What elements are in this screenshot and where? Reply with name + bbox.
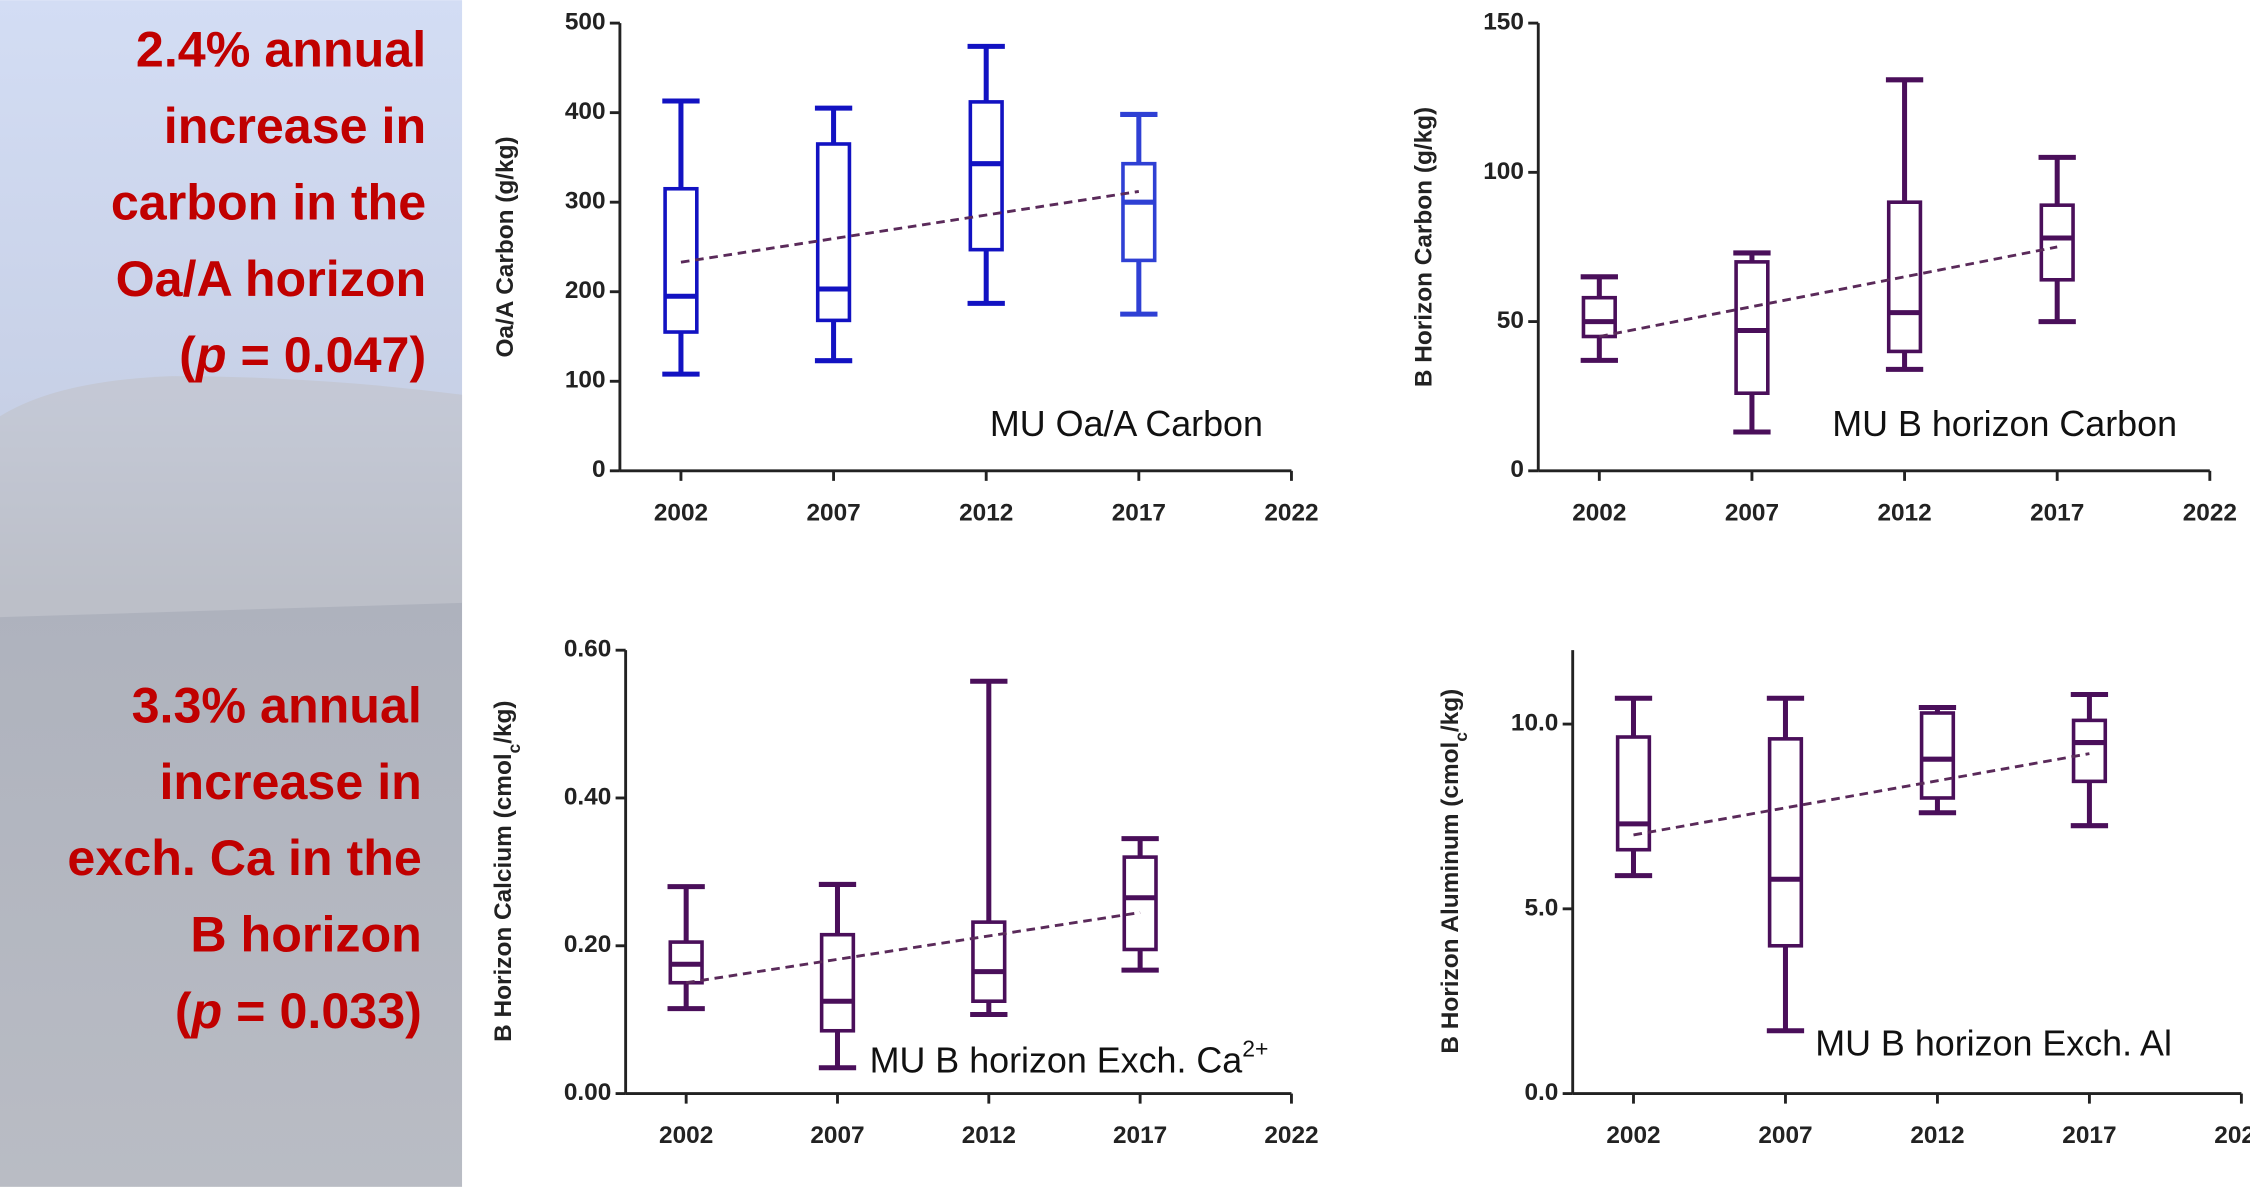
- y-tick-label: 50: [1497, 307, 1524, 334]
- note-line: B horizon: [190, 907, 422, 963]
- x-tick-label: 2012: [1877, 499, 1931, 526]
- y-label-part: /kg): [1438, 689, 1465, 732]
- y-tick-label: 400: [565, 98, 606, 125]
- chart-annotation: MU B horizon Exch. Ca2+: [870, 1036, 1269, 1081]
- note-line: 2.4% annual: [136, 22, 426, 78]
- y-tick-label: 0.0: [1524, 1079, 1558, 1106]
- stat-text: = 0.047): [227, 327, 427, 383]
- box: [1618, 737, 1650, 850]
- x-tick-label: 2012: [959, 499, 1013, 526]
- y-tick-label: 0: [1510, 456, 1524, 483]
- box: [970, 102, 1002, 250]
- background-shape: [0, 376, 462, 617]
- p-symbol: p: [194, 327, 227, 383]
- x-tick-label: 2017: [1113, 1122, 1167, 1149]
- y-tick-label: 5.0: [1524, 894, 1558, 921]
- p-symbol: p: [190, 983, 223, 1039]
- box: [1123, 164, 1155, 261]
- y-tick-label: 0.00: [564, 1079, 611, 1106]
- x-tick-label: 2007: [1725, 499, 1779, 526]
- y-tick-label: 500: [565, 9, 606, 36]
- x-tick-label: 2002: [1572, 499, 1626, 526]
- x-tick-label: 2017: [2062, 1122, 2116, 1149]
- box: [1736, 262, 1768, 393]
- chart-annotation: MU B horizon Exch. Al: [1815, 1024, 2172, 1064]
- box: [1583, 298, 1615, 337]
- stat-text: (: [175, 983, 192, 1039]
- y-tick-label: 300: [565, 188, 606, 215]
- x-tick-label: 2007: [810, 1122, 864, 1149]
- chart-annotation: MU Oa/A Carbon: [990, 404, 1263, 444]
- superscript: 2+: [1242, 1036, 1268, 1062]
- y-tick-label: 200: [565, 277, 606, 304]
- slide: 2.4% annual increase in carbon in the Oa/A …: [0, 0, 2250, 1187]
- note-line: 3.3% annual: [132, 677, 422, 733]
- note-stat: (p = 0.047): [179, 327, 426, 383]
- y-axis-label: B Horizon Carbon (g/kg): [1410, 107, 1437, 387]
- note-line: carbon in the: [111, 174, 426, 230]
- note-line: increase in: [164, 98, 426, 154]
- y-tick-label: 150: [1483, 9, 1524, 36]
- x-tick-label: 2002: [659, 1122, 713, 1149]
- x-tick-label: 2012: [1910, 1122, 1964, 1149]
- y-tick-label: 0.60: [564, 636, 611, 663]
- x-tick-label: 2022: [1264, 1122, 1318, 1149]
- y-label-part: B Horizon Calcium (cmol: [491, 753, 518, 1041]
- box: [822, 935, 854, 1031]
- box: [1124, 857, 1156, 949]
- x-tick-label: 2007: [1758, 1122, 1812, 1149]
- trend-line: [1633, 754, 2089, 835]
- subscript: c: [504, 743, 524, 753]
- box: [2041, 205, 2073, 280]
- chart-annotation: MU B horizon Carbon: [1832, 404, 2177, 444]
- box: [1922, 713, 1954, 798]
- x-tick-label: 2012: [962, 1122, 1016, 1149]
- box: [818, 144, 850, 320]
- y-axis-label: B Horizon Calcium (cmolc/kg): [491, 700, 524, 1041]
- y-axis-label: B Horizon Aluminum (cmolc/kg): [1438, 689, 1471, 1054]
- x-tick-label: 2002: [1606, 1122, 1660, 1149]
- stat-text: (: [179, 327, 196, 383]
- x-tick-label: 2022: [2214, 1122, 2250, 1149]
- trend-line: [686, 913, 1140, 983]
- y-tick-label: 0.20: [564, 931, 611, 958]
- x-tick-label: 2017: [2030, 499, 2084, 526]
- note-line: increase in: [159, 754, 421, 810]
- y-tick-label: 0.40: [564, 783, 611, 810]
- page: {"notes":[ {"lines":["2.4% annual","incr…: [0, 0, 2250, 1187]
- y-axis-label: Oa/A Carbon (g/kg): [492, 136, 519, 357]
- y-tick-label: 10.0: [1511, 710, 1558, 737]
- y-tick-label: 100: [1483, 158, 1524, 185]
- x-tick-label: 2007: [806, 499, 860, 526]
- y-tick-label: 100: [565, 367, 606, 394]
- x-tick-label: 2022: [1264, 499, 1318, 526]
- note-stat: (p = 0.033): [175, 983, 422, 1039]
- y-label-part: /kg): [491, 700, 518, 743]
- annotation-part: MU B horizon Exch. Ca: [870, 1041, 1243, 1081]
- subscript: c: [1451, 732, 1471, 742]
- box: [1770, 739, 1802, 946]
- y-tick-label: 0: [592, 456, 606, 483]
- box: [2074, 720, 2106, 781]
- y-label-part: B Horizon Aluminum (cmol: [1438, 742, 1465, 1054]
- note-line: Oa/A horizon: [116, 251, 427, 307]
- stat-text: = 0.033): [222, 983, 422, 1039]
- box: [665, 189, 697, 332]
- note-line: exch. Ca in the: [67, 830, 421, 886]
- x-tick-label: 2017: [1112, 499, 1166, 526]
- box: [1889, 202, 1921, 351]
- x-tick-label: 2002: [654, 499, 708, 526]
- x-tick-label: 2022: [2183, 499, 2237, 526]
- trend-line: [1599, 247, 2057, 337]
- trend-line: [681, 191, 1139, 262]
